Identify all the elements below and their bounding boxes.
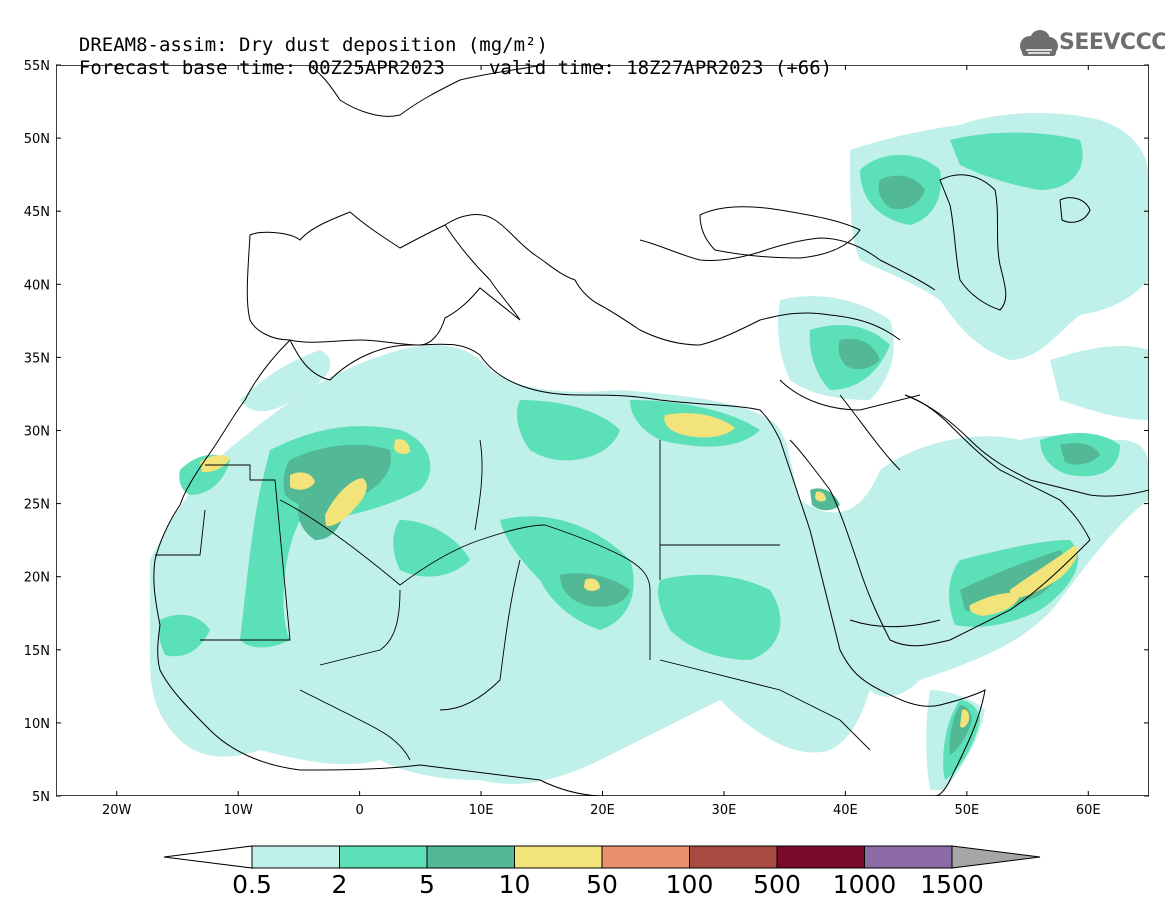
valid-time: valid time: 18Z27APR2023 (+66) (488, 57, 833, 79)
colorbar-box (689, 845, 778, 869)
colorbar-box (251, 845, 340, 869)
lon-tick-label: 10E (469, 803, 494, 818)
latitude-axis: 55N 50N 45N 40N 35N 30N 25N 20N 15N 10N 5N (24, 59, 1149, 805)
lon-tick-label: 30E (712, 803, 737, 818)
lat-tick-label: 45N (24, 205, 50, 220)
lon-tick-label: 60E (1076, 803, 1101, 818)
lon-tick-label: 50E (954, 803, 979, 818)
lat-tick-label: 55N (24, 59, 50, 74)
cloud-icon (1020, 30, 1058, 56)
african-borders (155, 439, 871, 761)
colorbar-level-label: 10 (499, 870, 531, 899)
colorbar: 0.5 2 5 10 50 100 500 1000 1500 (163, 845, 1041, 899)
lon-tick-label: 10W (223, 803, 253, 818)
colorbar-box (601, 845, 690, 869)
map-plot-area[interactable] (56, 60, 1149, 796)
lat-tick-label: 15N (24, 644, 50, 659)
lon-tick-label: 20W (102, 803, 132, 818)
colorbar-box (864, 845, 953, 869)
colorbar-level-label: 1500 (920, 870, 984, 899)
colorbar-level-label: 1000 (833, 870, 897, 899)
chart-title: DREAM8-assim: Dry dust deposition (mg/m²… (56, 12, 548, 56)
colorbar-box (776, 845, 865, 869)
colorbar-level-label: 50 (586, 870, 618, 899)
colorbar-under-triangle (163, 845, 253, 869)
lon-tick-label: 20E (590, 803, 615, 818)
lat-tick-label: 50N (24, 132, 50, 147)
lat-tick-label: 25N (24, 498, 50, 513)
title-line1: DREAM8-assim: Dry dust deposition (mg/m²… (78, 34, 548, 56)
lat-tick-label: 30N (24, 425, 50, 440)
logo-text: SEEVCCC (1059, 30, 1165, 55)
seevccc-logo (1020, 30, 1058, 56)
chart-subtitle: Forecast base time: 00Z25APR2023 valid ti… (56, 35, 832, 79)
colorbar-level-label: 2 (332, 870, 348, 899)
lat-tick-label: 10N (24, 717, 50, 732)
colorbar-level-label: 5 (419, 870, 435, 899)
lon-tick-label: 40E (833, 803, 858, 818)
lat-tick-label: 40N (24, 278, 50, 293)
colorbar-over-triangle (951, 845, 1041, 869)
lat-tick-label: 35N (24, 351, 50, 366)
colorbar-level-label: 0.5 (232, 870, 272, 899)
lat-tick-label: 5N (32, 790, 50, 805)
colorbar-box (426, 845, 515, 869)
lat-tick-label: 20N (24, 571, 50, 586)
colorbar-level-label: 500 (753, 870, 801, 899)
lon-tick-label: 0 (355, 803, 363, 818)
coastlines-borders (153, 65, 1149, 796)
dust-deposition-field (150, 113, 1149, 790)
level-10-50-fill (200, 413, 1078, 728)
colorbar-box (339, 845, 428, 869)
forecast-base-time: Forecast base time: 00Z25APR2023 (78, 57, 445, 79)
colorbar-level-label: 100 (666, 870, 714, 899)
colorbar-box (514, 845, 603, 869)
longitude-axis: 20W 10W 0 10E 20E 30E 40E 50E 60E (102, 65, 1101, 818)
